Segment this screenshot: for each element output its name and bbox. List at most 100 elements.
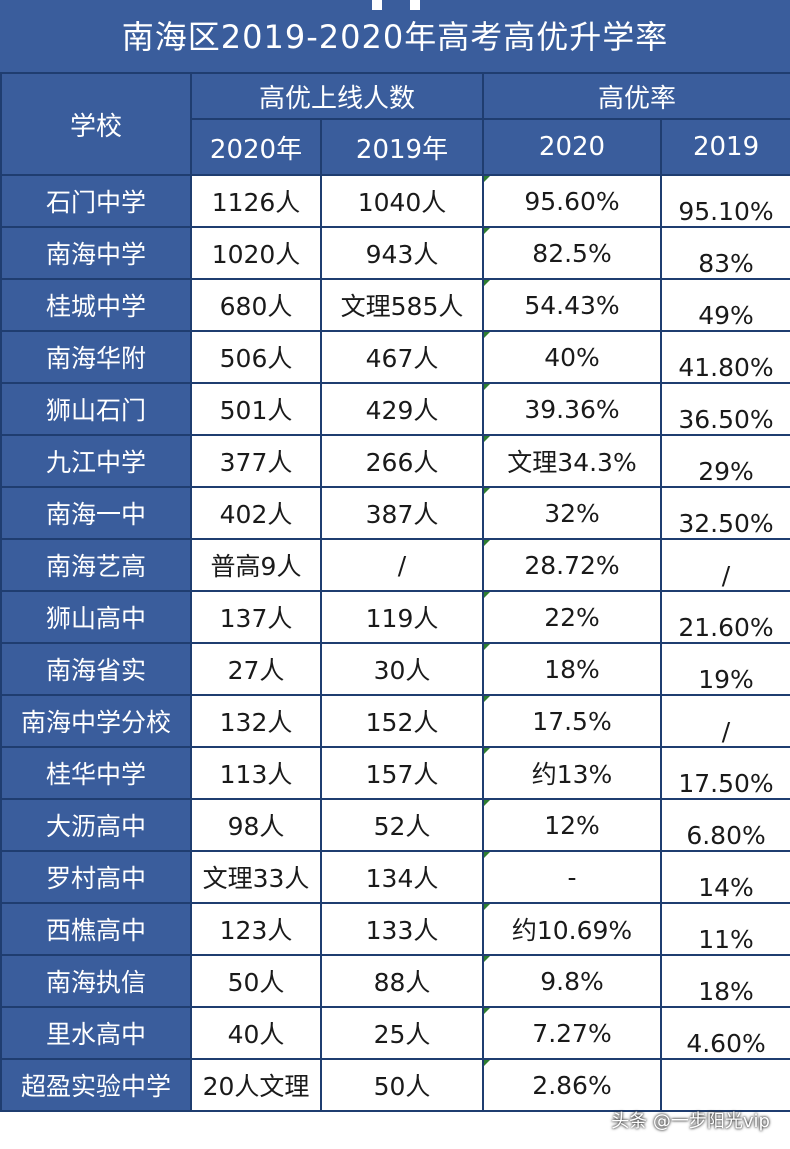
- count-2020: 123人: [190, 902, 322, 956]
- rate-2020: 9.8%: [482, 954, 663, 1008]
- count-2020: 402人: [190, 486, 322, 540]
- count-2020: 501人: [190, 382, 322, 436]
- count-2019: 88人: [319, 954, 485, 1008]
- header-count-group: 高优上线人数: [189, 72, 485, 120]
- page-title: 南海区2019-2020年高考高优升学率: [121, 18, 669, 56]
- rate-2020: 39.36%: [482, 382, 663, 436]
- table-row: 南海中学分校 132人 152人 17.5% /: [0, 694, 790, 748]
- count-2019: 文理585人: [319, 278, 485, 332]
- rate-2019: 4.60%: [660, 1006, 790, 1060]
- count-2020: 1126人: [190, 174, 322, 228]
- rate-2019: 83%: [660, 226, 790, 280]
- count-2019: 52人: [319, 798, 485, 852]
- count-2020: 680人: [190, 278, 322, 332]
- rate-2020: 32%: [482, 486, 663, 540]
- school-name: 罗村高中: [0, 850, 192, 904]
- table-row: 狮山高中 137人 119人 22% 21.60%: [0, 590, 790, 644]
- school-name: 南海省实: [0, 642, 192, 696]
- rate-2020: 22%: [482, 590, 663, 644]
- count-2019: 387人: [319, 486, 485, 540]
- table-row: 超盈实验中学 20人文理 50人 2.86%: [0, 1058, 790, 1112]
- count-2019: 25人: [319, 1006, 485, 1060]
- count-2019: 266人: [319, 434, 485, 488]
- rate-2019: 32.50%: [660, 486, 790, 540]
- count-2019: 943人: [319, 226, 485, 280]
- rate-2019: 11%: [660, 902, 790, 956]
- count-2020: 98人: [190, 798, 322, 852]
- table-row: 罗村高中 文理33人 134人 -14%: [0, 850, 790, 904]
- cell-comment-marker: [485, 385, 491, 390]
- count-2020: 40人: [190, 1006, 322, 1060]
- school-name: 狮山高中: [0, 590, 192, 644]
- cell-comment-marker: [485, 593, 491, 598]
- school-name: 南海中学分校: [0, 694, 192, 748]
- rate-2019: 29%: [660, 434, 790, 488]
- school-name: 南海一中: [0, 486, 192, 540]
- count-2020: 137人: [190, 590, 322, 644]
- table-row: 南海执信 50人 88人 9.8% 18%: [0, 954, 790, 1008]
- cell-comment-marker: [485, 177, 491, 182]
- cell-comment-marker: [485, 229, 491, 234]
- rate-2020: 文理34.3%: [482, 434, 663, 488]
- count-2020: 文理33人: [190, 850, 322, 904]
- rate-2020: -: [482, 850, 663, 904]
- rate-2020: 约13%: [482, 746, 663, 800]
- school-name: 大沥高中: [0, 798, 192, 852]
- results-table: 学校 高优上线人数 高优率 2020年 2019年 2020 2019 石门中学…: [0, 72, 790, 1112]
- count-2019: 152人: [319, 694, 485, 748]
- table-row: 南海一中 402人 387人 32% 32.50%: [0, 486, 790, 540]
- top-crop-mark: [372, 0, 382, 10]
- count-2020: 1020人: [190, 226, 322, 280]
- rate-2020: 40%: [482, 330, 663, 384]
- count-2019: 467人: [319, 330, 485, 384]
- rate-2019: 95.10%: [660, 174, 790, 228]
- count-2020: 27人: [190, 642, 322, 696]
- count-2019: 30人: [319, 642, 485, 696]
- header-count-2020: 2020年: [190, 118, 322, 176]
- rate-2020: 95.60%: [482, 174, 663, 228]
- table-row: 狮山石门 501人 429人 39.36% 36.50%: [0, 382, 790, 436]
- rate-2019: [660, 1058, 790, 1112]
- count-2020: 377人: [190, 434, 322, 488]
- cell-comment-marker: [485, 1009, 491, 1014]
- top-crop-mark: [410, 0, 420, 10]
- rate-2019: 21.60%: [660, 590, 790, 644]
- cell-comment-marker: [485, 333, 491, 338]
- school-name: 西樵高中: [0, 902, 192, 956]
- rate-2019: 18%: [660, 954, 790, 1008]
- cell-comment-marker: [485, 749, 491, 754]
- school-name: 南海艺高: [0, 538, 192, 592]
- header-rate-group: 高优率: [482, 72, 790, 120]
- table-row: 南海艺高 普高9人/28.72% /: [0, 538, 790, 592]
- school-name: 石门中学: [0, 174, 192, 228]
- rate-2019: 19%: [660, 642, 790, 696]
- title-bar: 南海区2019-2020年高考高优升学率: [0, 0, 790, 72]
- count-2019: 429人: [319, 382, 485, 436]
- school-name: 南海执信: [0, 954, 192, 1008]
- table-row: 西樵高中 123人 133人 约10.69% 11%: [0, 902, 790, 956]
- count-2020: 普高9人: [190, 538, 322, 592]
- table-row: 大沥高中 98人 52人 12% 6.80%: [0, 798, 790, 852]
- table-body: 石门中学 1126人 1040人 95.60% 95.10% 南海中学 1020人 943人 8…: [0, 174, 790, 1112]
- cell-comment-marker: [485, 1061, 491, 1066]
- header-count-2019: 2019年: [319, 118, 485, 176]
- rate-2020: 54.43%: [482, 278, 663, 332]
- table-row: 桂城中学 680人 文理585人 54.43% 49%: [0, 278, 790, 332]
- rate-2019: 14%: [660, 850, 790, 904]
- rate-2020: 18%: [482, 642, 663, 696]
- table-row: 九江中学 377人 266人 文理34.3% 29%: [0, 434, 790, 488]
- cell-comment-marker: [485, 541, 491, 546]
- rate-2020: 2.86%: [482, 1058, 663, 1112]
- rate-2019: 49%: [660, 278, 790, 332]
- table-row: 南海华附 506人 467人 40% 41.80%: [0, 330, 790, 384]
- count-2020: 50人: [190, 954, 322, 1008]
- rate-2020: 12%: [482, 798, 663, 852]
- rate-2019: /: [660, 694, 790, 748]
- school-name: 九江中学: [0, 434, 192, 488]
- rate-2019: /: [660, 538, 790, 592]
- school-name: 南海华附: [0, 330, 192, 384]
- cell-comment-marker: [485, 853, 491, 858]
- table-row: 南海中学 1020人 943人 82.5% 83%: [0, 226, 790, 280]
- count-2020: 20人文理: [190, 1058, 322, 1112]
- table-row: 南海省实 27人 30人 18% 19%: [0, 642, 790, 696]
